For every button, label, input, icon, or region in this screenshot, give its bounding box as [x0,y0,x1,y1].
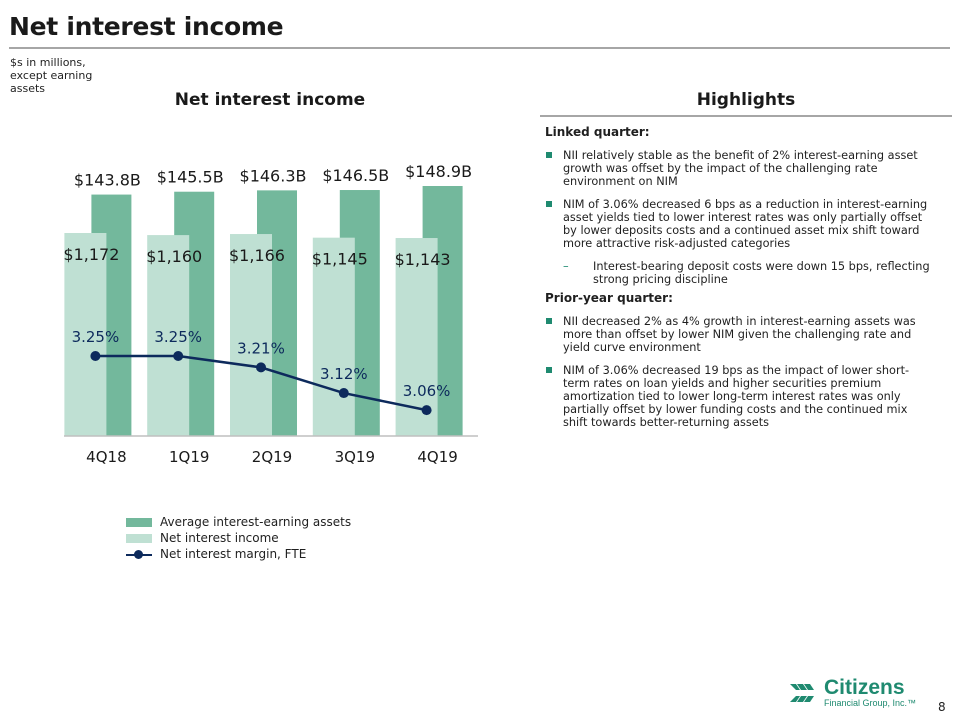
label-assets: $145.5B [157,168,224,187]
prior-year-bullet: NII decreased 2% as 4% growth in interes… [545,315,930,354]
page-number: 8 [938,700,946,714]
citizens-mark-icon [790,684,814,702]
bullet-square-icon [546,367,552,373]
x-tick-label: 3Q19 [335,448,375,466]
bar-nii [312,237,355,436]
label-nim: 3.25% [154,328,202,346]
label-nii: $1,166 [229,246,285,265]
bullet-text: NII decreased 2% as 4% growth in interes… [563,315,916,354]
linked-quarter-bullet: NIM of 3.06% decreased 6 bps as a reduct… [545,198,930,250]
point-nim [173,351,184,361]
x-tick-label: 2Q19 [252,448,292,466]
linked-quarter-sub-bullet: – Interest-bearing deposit costs were do… [545,260,930,286]
label-assets: $143.8B [74,171,141,190]
label-assets: $146.3B [240,166,307,185]
bullet-text: NIM of 3.06% decreased 6 bps as a reduct… [563,198,928,250]
label-nim: 3.12% [320,365,368,383]
legend-swatch-nii [126,533,152,543]
label-assets: $148.9B [405,162,472,181]
point-nim [338,388,349,399]
logo-subtitle: Financial Group, Inc.™ [824,697,917,708]
prior-year-heading: Prior-year quarter: [545,291,673,305]
highlights-body: Linked quarter: NII relatively stable as… [545,126,930,439]
legend-label-nii: Net interest income [160,531,279,545]
highlights-title: Highlights [696,90,796,110]
bullet-square-icon [546,152,552,158]
bullet-text: NII relatively stable as the benefit of … [563,149,918,188]
legend-swatch-nim [126,549,152,559]
nii-chart: $143.8B $1,172 4Q18 $145.5B $1,160 1Q19 $146.3… [63,162,478,466]
prior-year-bullet: NIM of 3.06% decreased 19 bps as the imp… [545,364,930,429]
legend-item-nii: Net interest income [126,530,351,546]
bullet-text: NIM of 3.06% decreased 19 bps as the imp… [563,364,910,429]
chart-legend: Average interest-earning assets Net inte… [126,514,351,562]
chart-title: Net interest income [174,90,366,110]
legend-label-assets: Average interest-earning assets [160,515,352,529]
bar-nii [395,238,438,436]
bullet-square-icon [546,201,552,207]
title-divider [9,47,950,49]
legend-item-assets: Average interest-earning assets [126,514,351,530]
label-nim: 3.06% [403,382,451,400]
legend-swatch-assets [126,517,152,527]
bullet-square-icon [546,318,552,324]
label-nii: $1,172 [63,245,119,264]
x-tick-label: 4Q19 [417,448,457,466]
point-nim [90,351,101,361]
label-nii: $1,160 [146,247,202,266]
sub-bullet-text: Interest-bearing deposit costs were down… [593,260,930,286]
units-note: $s in millions, except earning assets [10,56,93,95]
logo-name: Citizens [824,675,905,699]
highlights-divider [540,115,952,117]
page-title: Net interest income [9,12,284,41]
label-nim: 3.25% [72,328,120,346]
x-tick-label: 1Q19 [169,448,209,466]
legend-label-nim: Net interest margin, FTE [160,547,307,561]
bar-nii [230,234,272,436]
label-nii: $1,145 [312,250,368,269]
point-nim [256,362,266,373]
bar-nii [147,235,190,436]
point-nim [421,405,432,416]
linked-quarter-bullet: NII relatively stable as the benefit of … [545,149,930,188]
label-nim: 3.21% [237,339,285,357]
dash-icon: – [563,260,569,273]
x-tick-label: 4Q18 [86,448,126,466]
linked-quarter-heading: Linked quarter: [545,125,650,139]
citizens-logo: Citizens Financial Group, Inc.™ [788,676,916,710]
label-assets: $146.5B [322,166,389,185]
label-nii: $1,143 [395,250,451,269]
legend-item-nim: Net interest margin, FTE [126,546,351,562]
bar-nii [64,233,107,436]
